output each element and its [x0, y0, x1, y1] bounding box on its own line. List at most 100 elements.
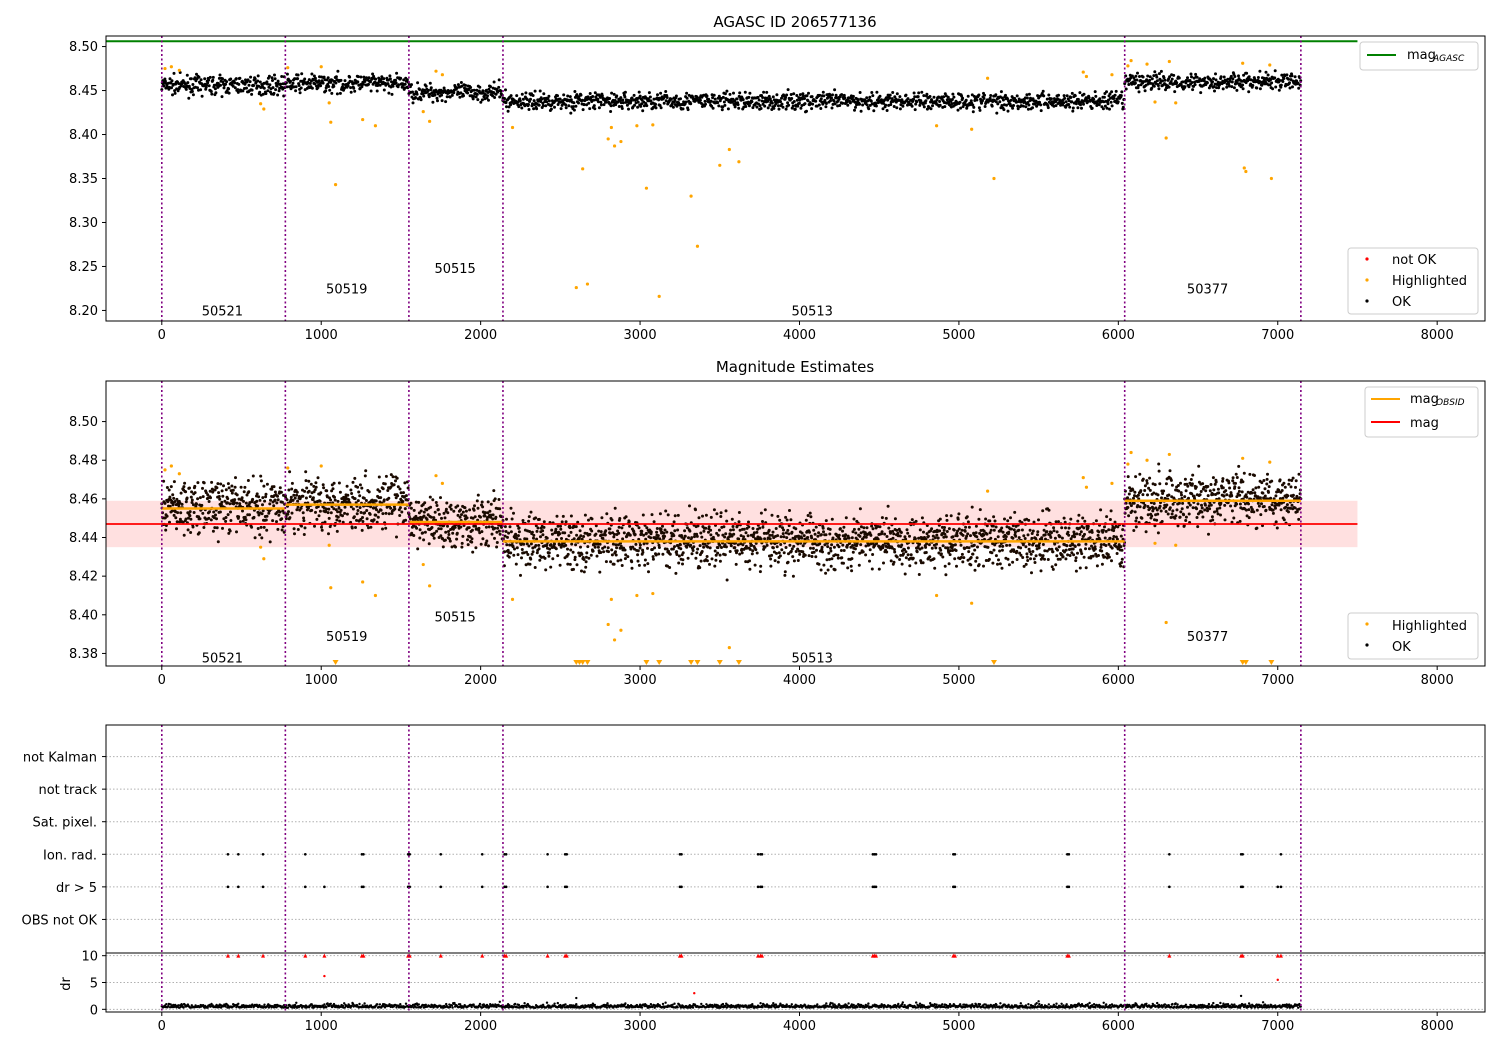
ok-point — [996, 562, 999, 566]
ok-point — [184, 500, 188, 504]
ok-point — [561, 514, 565, 518]
ok-point — [319, 491, 323, 495]
ok-point — [649, 99, 653, 103]
ok-point — [638, 543, 642, 547]
ok-point — [908, 534, 911, 538]
ok-point — [471, 550, 475, 554]
ok-point — [310, 86, 314, 90]
ok-point — [790, 97, 794, 100]
ok-point — [261, 92, 265, 96]
ok-point — [786, 528, 790, 532]
ok-point — [586, 545, 590, 549]
ok-point — [266, 89, 270, 93]
ok-point — [763, 545, 767, 549]
ok-point — [398, 514, 402, 517]
ok-point — [825, 558, 829, 562]
ok-point — [387, 512, 391, 516]
ok-point — [504, 101, 508, 105]
ok-point — [829, 99, 832, 103]
ok-point — [832, 545, 836, 549]
ok-point — [686, 108, 690, 112]
ok-point — [531, 550, 535, 554]
ok-point — [965, 515, 969, 519]
ok-point — [327, 85, 331, 88]
ok-point — [1102, 95, 1106, 99]
ok-point — [982, 564, 985, 568]
ok-point — [528, 562, 532, 566]
ok-point — [466, 91, 470, 95]
ok-point — [422, 538, 426, 542]
ok-point — [573, 558, 577, 562]
ok-point — [993, 519, 997, 523]
ok-point — [828, 557, 831, 561]
ok-point — [710, 557, 714, 561]
ok-point — [853, 547, 857, 551]
ok-point — [168, 495, 172, 499]
ok-point — [972, 543, 976, 547]
ok-point — [814, 525, 818, 529]
ok-point — [560, 103, 564, 107]
ok-point — [1241, 83, 1245, 87]
ok-point — [475, 92, 479, 96]
ok-point — [749, 533, 753, 537]
ok-point — [1037, 546, 1041, 550]
ok-point — [540, 97, 544, 101]
ok-point — [898, 107, 902, 111]
ok-point — [899, 103, 903, 107]
ok-point — [1008, 543, 1012, 547]
ok-point — [931, 104, 934, 108]
ok-point — [1075, 532, 1079, 536]
ok-point — [1000, 566, 1004, 570]
ok-point — [938, 103, 942, 107]
ok-point — [361, 520, 365, 523]
ok-point — [623, 557, 627, 561]
ok-point — [824, 533, 828, 537]
panel1-legend-bottom: not OK Highlighted OK — [1347, 247, 1479, 315]
ok-point — [966, 558, 970, 562]
ok-point — [854, 105, 857, 109]
ok-point — [187, 84, 191, 88]
ok-point — [970, 505, 974, 509]
ok-point — [447, 530, 450, 533]
ok-point — [752, 531, 756, 535]
ok-point — [535, 551, 539, 555]
ok-point — [944, 535, 948, 539]
ok-point — [471, 516, 475, 520]
ok-point — [469, 86, 473, 89]
ok-point — [338, 519, 342, 523]
ok-point — [207, 84, 211, 88]
ok-point — [862, 526, 866, 530]
ok-point — [967, 546, 971, 550]
ok-point — [193, 484, 197, 488]
highlighted-point — [695, 244, 700, 248]
ok-point — [521, 97, 525, 101]
ok-point — [1214, 78, 1218, 82]
ok-point — [737, 511, 741, 514]
ok-point — [641, 513, 645, 517]
ok-point — [643, 563, 647, 567]
ok-point — [1027, 103, 1031, 107]
highlighted-point — [574, 285, 578, 290]
ok-point — [498, 532, 502, 536]
ok-point — [299, 86, 303, 90]
ok-point — [1070, 551, 1074, 555]
ok-point — [998, 100, 1002, 104]
ok-point — [810, 555, 814, 558]
ok-point — [850, 557, 854, 561]
ok-point — [783, 573, 787, 577]
ok-point — [598, 570, 602, 574]
ok-point — [479, 515, 482, 519]
ok-point — [922, 530, 925, 534]
ok-point — [1148, 78, 1152, 82]
ok-point — [1030, 536, 1034, 540]
ok-point — [758, 570, 762, 574]
ok-point — [702, 529, 706, 533]
highlighted-point — [585, 282, 590, 286]
ok-point — [1084, 566, 1088, 570]
ok-point — [821, 526, 825, 530]
ok-point — [963, 547, 966, 551]
ok-point — [728, 92, 732, 96]
ok-point — [960, 552, 964, 556]
ok-point — [497, 498, 501, 501]
ok-point — [896, 531, 900, 535]
